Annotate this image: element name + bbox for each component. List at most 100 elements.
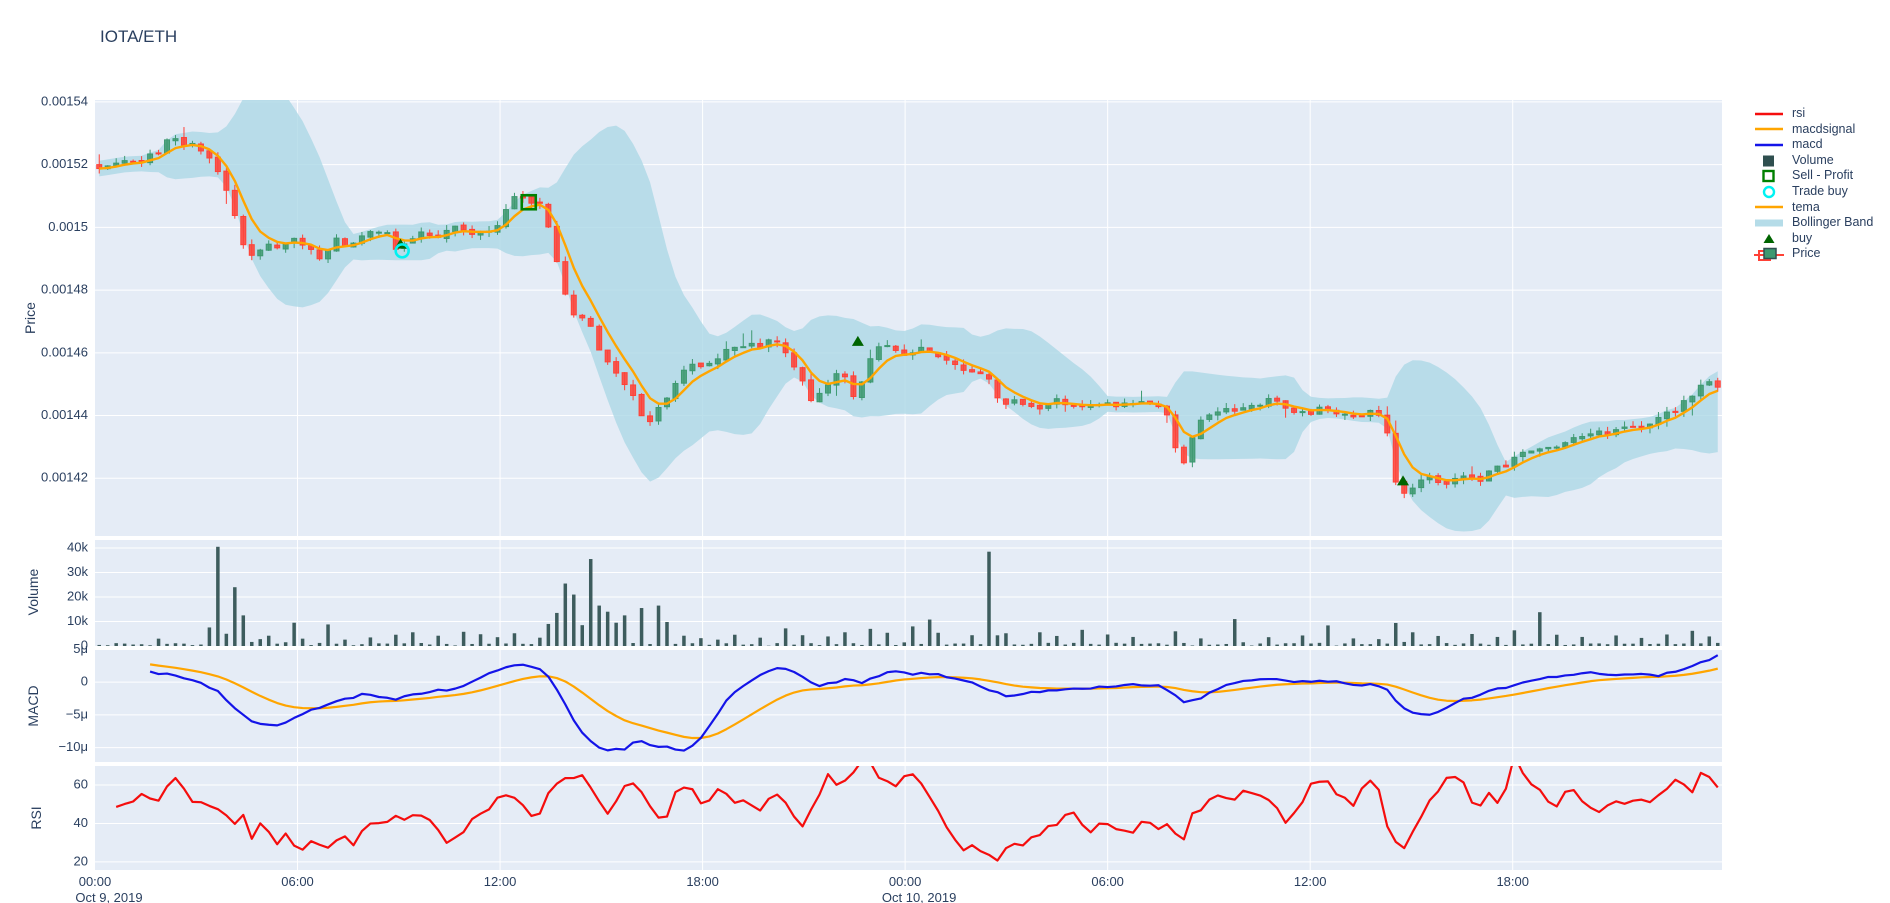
panel-rsi-plot-area[interactable]	[95, 766, 1722, 870]
volume-bar	[1088, 643, 1093, 646]
volume-bar	[605, 611, 610, 646]
legend-item-buy[interactable]: buy	[1753, 231, 1873, 247]
volume-bar	[894, 645, 898, 646]
volume-bar	[199, 644, 203, 646]
volume-bar	[1232, 619, 1237, 646]
volume-bar	[563, 583, 568, 646]
volume-bar	[877, 644, 881, 646]
volume-bar	[1402, 641, 1406, 646]
price-tick-label: 0.00154	[41, 93, 88, 108]
price-tick-label: 0.00146	[41, 344, 88, 359]
volume-bar	[148, 645, 152, 646]
candle-body	[816, 392, 823, 403]
candle-body	[1197, 419, 1204, 440]
volume-bar	[622, 615, 627, 646]
volume-bar	[1410, 632, 1415, 646]
candle-body	[426, 232, 433, 236]
volume-bar	[1258, 643, 1262, 646]
legend-item-sell-profit[interactable]: Sell - Profit	[1753, 168, 1873, 184]
legend-item-macdsignal[interactable]: macdsignal	[1753, 122, 1873, 138]
candle-body	[1248, 404, 1255, 410]
legend-item-bollinger-band[interactable]: Bollinger Band	[1753, 215, 1873, 231]
candle-body	[375, 231, 382, 234]
volume-bar	[292, 622, 296, 646]
candle-body	[1706, 381, 1713, 386]
legend-item-trade-buy[interactable]: Trade buy	[1753, 184, 1873, 200]
macd-tick-label: −10μ	[58, 739, 88, 754]
volume-axis-title: Volume	[25, 568, 41, 616]
buy-marker[interactable]	[851, 335, 864, 346]
candle-body	[613, 361, 620, 374]
volume-bar	[1097, 644, 1101, 646]
candle-body	[1596, 430, 1603, 436]
volume-bar	[1156, 643, 1161, 646]
volume-bar	[394, 634, 398, 646]
volume-bar	[250, 641, 254, 646]
legend-item-volume[interactable]: Volume	[1753, 153, 1873, 169]
volume-bar	[733, 634, 737, 646]
volume-bar	[1343, 643, 1347, 646]
volume-bar	[368, 637, 373, 646]
legend-item-price[interactable]: Price	[1753, 246, 1873, 262]
volume-bar	[1241, 642, 1245, 646]
candle-body	[892, 345, 899, 351]
candle-body	[841, 373, 848, 378]
candle-body	[774, 340, 781, 343]
volume-bar	[572, 594, 576, 646]
candle-body	[604, 349, 611, 363]
volume-bar	[241, 615, 246, 646]
candle-body	[570, 294, 577, 316]
volume-bar	[1673, 644, 1678, 646]
volume-bar	[165, 643, 169, 646]
volume-bar	[970, 635, 974, 646]
sell-profit-marker[interactable]	[520, 193, 538, 211]
candle-body	[180, 137, 187, 146]
thick-line-legend-icon	[1755, 219, 1783, 227]
volume-bar	[809, 643, 813, 646]
volume-bar	[1326, 625, 1330, 646]
x-tick-label: 12:00	[484, 874, 517, 889]
volume-bar	[317, 642, 322, 646]
candle-body	[875, 346, 882, 360]
volume-bar	[1046, 642, 1051, 646]
volume-bar	[1182, 642, 1186, 646]
candle-body	[1011, 399, 1018, 404]
candle-body	[824, 384, 831, 394]
volume-bar	[665, 621, 669, 646]
panel-volume-plot-area[interactable]	[95, 540, 1722, 646]
candle-body	[884, 345, 891, 348]
trade-buy-marker[interactable]	[394, 243, 410, 259]
volume-bar	[1639, 637, 1644, 646]
volume-bar	[555, 612, 559, 646]
volume-bar	[682, 635, 686, 646]
volume-bar	[1614, 635, 1618, 646]
macd-tick-label: 5μ	[73, 641, 88, 656]
candle-body	[969, 369, 976, 373]
volume-tick-label: 30k	[67, 564, 88, 579]
candle-body	[630, 384, 637, 396]
volume-bar	[800, 635, 805, 646]
legend-item-macd[interactable]: macd	[1753, 137, 1873, 153]
rsi-tick-label: 60	[74, 776, 88, 791]
volume-bar	[631, 643, 635, 646]
price-axis-title: Price	[22, 302, 38, 334]
volume-bar	[453, 645, 457, 646]
legend-item-rsi[interactable]: rsi	[1753, 106, 1873, 122]
volume-bar	[216, 546, 220, 646]
candle-body	[121, 160, 128, 164]
volume-bar	[1063, 644, 1068, 646]
volume-bar	[190, 645, 195, 646]
volume-bar	[309, 645, 313, 646]
volume-bar	[1504, 644, 1508, 646]
buy-marker[interactable]	[1397, 475, 1410, 486]
candle-body	[282, 243, 289, 250]
candle-body	[748, 342, 755, 347]
volume-bar	[1207, 644, 1212, 646]
volume-bar	[266, 635, 271, 646]
volume-tick-label: 0	[81, 637, 88, 652]
legend-item-label: Sell - Profit	[1792, 168, 1854, 183]
candle-body	[596, 325, 603, 351]
legend-item-tema[interactable]: tema	[1753, 200, 1873, 216]
